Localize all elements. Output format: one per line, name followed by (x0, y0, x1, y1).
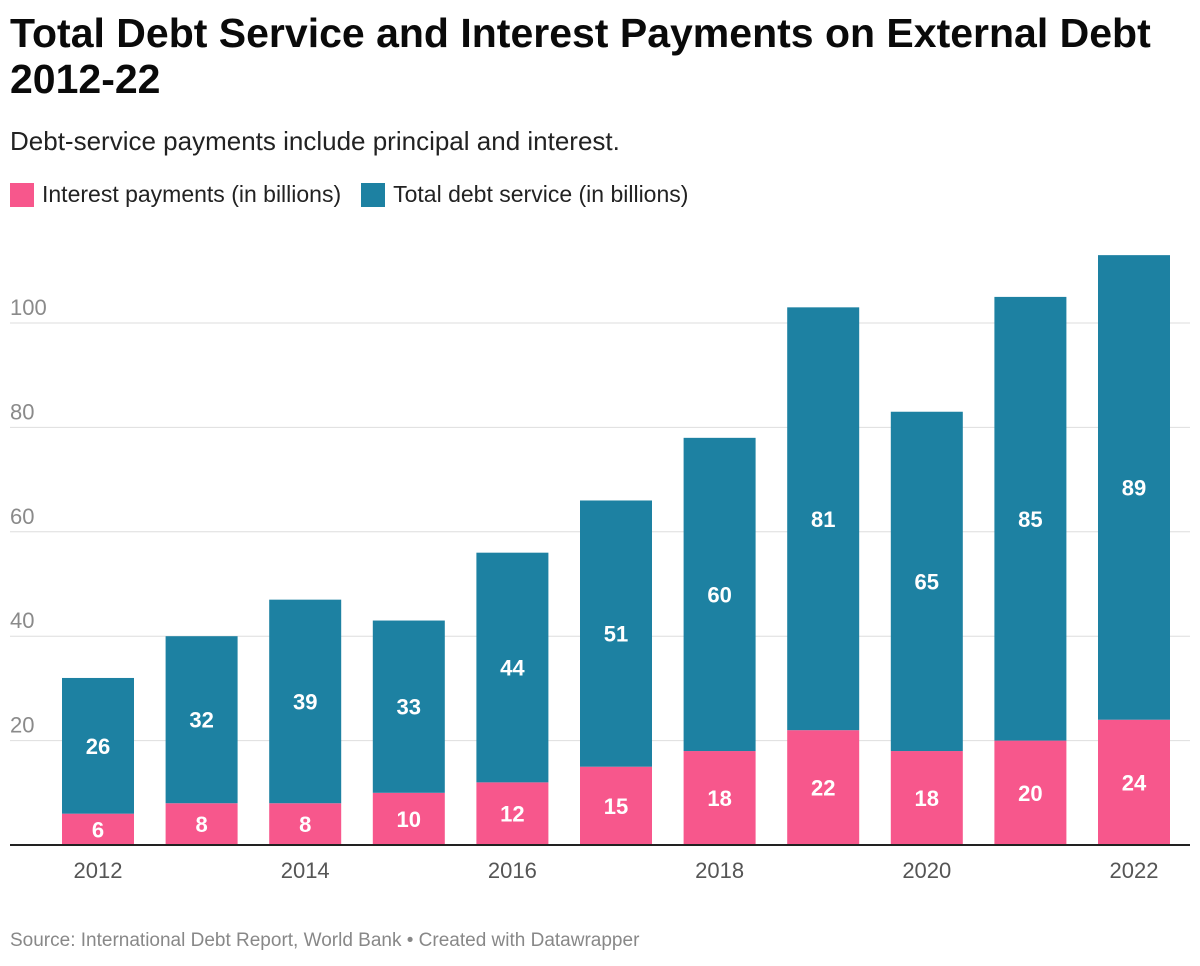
bar-interest-2017 (580, 766, 652, 845)
data-label-total-2015: 33 (397, 695, 421, 720)
x-tick-label-2022: 2022 (1110, 858, 1159, 883)
y-tick-label-60: 60 (10, 504, 34, 529)
bar-interest-2012 (62, 813, 134, 845)
bar-total-2022 (1098, 255, 1170, 720)
legend-item-interest: Interest payments (in billions) (10, 181, 341, 208)
x-tick-label-2016: 2016 (488, 858, 537, 883)
bar-total-2012 (62, 677, 134, 814)
bar-total-2018 (683, 437, 756, 752)
bar-interest-2021 (994, 740, 1067, 845)
data-label-total-2021: 85 (1018, 507, 1042, 532)
bar-interest-2015 (372, 792, 445, 845)
bar-total-2016 (476, 552, 549, 783)
data-label-total-2014: 39 (293, 689, 317, 714)
chart-title: Total Debt Service and Interest Payments… (10, 10, 1151, 102)
data-label-total-2022: 89 (1122, 475, 1146, 500)
bar-total-2015 (372, 620, 445, 793)
data-label-total-2019: 81 (811, 507, 835, 532)
legend-swatch-total (361, 182, 386, 207)
x-tick-label-2012: 2012 (74, 858, 123, 883)
x-tick-label-2014: 2014 (281, 858, 330, 883)
data-label-interest-2013: 8 (195, 812, 207, 837)
legend: Interest payments (in billions) Total de… (10, 181, 708, 208)
data-label-interest-2022: 24 (1122, 770, 1147, 795)
y-tick-label-40: 40 (10, 608, 34, 633)
chart-subtitle: Debt-service payments include principal … (10, 126, 620, 156)
bar-total-2013 (165, 636, 238, 804)
data-label-total-2018: 60 (707, 582, 731, 607)
data-label-interest-2019: 22 (811, 776, 835, 801)
data-label-interest-2017: 15 (604, 794, 628, 819)
legend-swatch-interest (10, 182, 34, 207)
data-label-total-2017: 51 (604, 622, 628, 647)
x-tick-label-2018: 2018 (695, 858, 744, 883)
x-tick-label-2020: 2020 (902, 858, 951, 883)
legend-label-interest: Interest payments (in billions) (42, 181, 342, 207)
stacked-bar-chart: 20 40 60 80 100 6 26 8 32 8 39 10 33 12 44 15 51 18 60 22 81… (10, 255, 1190, 883)
data-label-interest-2014: 8 (299, 812, 311, 837)
data-label-interest-2021: 20 (1018, 781, 1042, 806)
data-label-interest-2012: 6 (92, 817, 104, 842)
bar-interest-2013 (165, 803, 238, 845)
bar-interest-2014 (269, 803, 342, 845)
y-tick-label-80: 80 (10, 399, 34, 424)
legend-label-total: Total debt service (in billions) (393, 181, 689, 207)
bar-total-2020 (890, 411, 963, 752)
legend-item-total: Total debt service (in billions) (361, 181, 688, 208)
data-label-total-2016: 44 (500, 656, 525, 681)
y-tick-label-100: 100 (10, 295, 47, 320)
data-label-interest-2018: 18 (707, 786, 731, 811)
bar-interest-2019 (787, 730, 860, 845)
bar-total-2019 (787, 307, 860, 731)
data-label-total-2020: 65 (915, 569, 939, 594)
data-label-total-2013: 32 (189, 708, 213, 733)
bar-total-2021 (994, 296, 1067, 741)
bar-interest-2016 (476, 782, 549, 845)
source-note: Source: International Debt Report, World… (10, 930, 640, 951)
data-label-interest-2015: 10 (397, 807, 421, 832)
bar-interest-2022 (1098, 719, 1170, 845)
bar-total-2017 (580, 500, 652, 767)
data-label-interest-2016: 12 (500, 802, 524, 827)
data-label-interest-2020: 18 (915, 786, 939, 811)
bar-total-2014 (269, 599, 342, 804)
bar-interest-2018 (683, 751, 756, 845)
y-tick-label-20: 20 (10, 713, 34, 738)
data-label-total-2012: 26 (86, 734, 110, 759)
bar-interest-2020 (890, 751, 963, 845)
